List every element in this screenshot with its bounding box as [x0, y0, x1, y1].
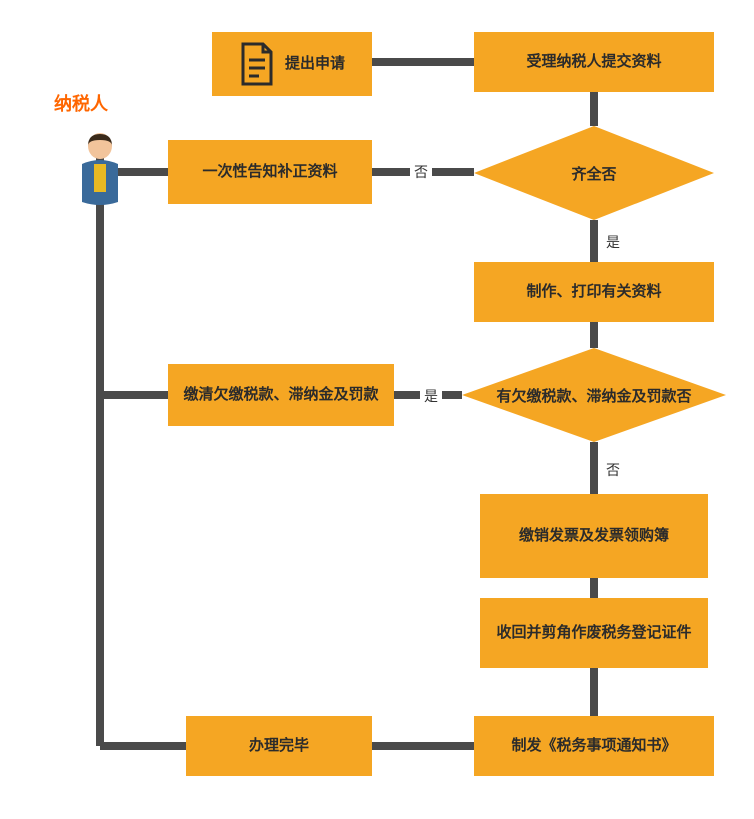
edge-line — [590, 220, 598, 262]
flow-node-l1: 一次性告知补正资料 — [168, 140, 372, 204]
edge-line — [590, 442, 598, 494]
flow-node-l2: 缴清欠缴税款、滞纳金及罚款 — [168, 364, 394, 426]
edge-label: 是 — [602, 232, 624, 252]
edge-line — [590, 578, 598, 598]
flow-decision-d2: 有欠缴税款、滞纳金及罚款否 — [462, 348, 726, 442]
flow-node-r1: 受理纳税人提交资料 — [474, 32, 714, 92]
flow-node-r4: 收回并剪角作废税务登记证件 — [480, 598, 708, 668]
flow-node-end: 办理完毕 — [186, 716, 372, 776]
flow-node-start: 提出申请 — [212, 32, 372, 96]
edge-line — [590, 322, 598, 348]
flow-decision-d1: 齐全否 — [474, 126, 714, 220]
edge-line — [372, 58, 474, 66]
edge-label: 否 — [602, 460, 624, 480]
flow-node-r5: 制发《税务事项通知书》 — [474, 716, 714, 776]
flow-node-r3: 缴销发票及发票领购簿 — [480, 494, 708, 578]
document-icon — [239, 42, 275, 86]
edge-line — [100, 742, 186, 750]
edge-line — [100, 391, 168, 399]
edge-line — [590, 668, 598, 716]
edge-label: 是 — [420, 386, 442, 406]
edge-label: 否 — [410, 162, 432, 182]
edge-line — [590, 92, 598, 126]
taxpayer-icon — [72, 130, 128, 206]
edge-line — [96, 148, 104, 746]
edge-line — [372, 742, 474, 750]
node-label: 有欠缴税款、滞纳金及罚款否 — [462, 348, 726, 442]
node-label: 齐全否 — [474, 126, 714, 220]
flow-node-r2: 制作、打印有关资料 — [474, 262, 714, 322]
flowchart-title: 纳税人 — [54, 90, 108, 116]
node-label: 提出申请 — [285, 54, 345, 74]
